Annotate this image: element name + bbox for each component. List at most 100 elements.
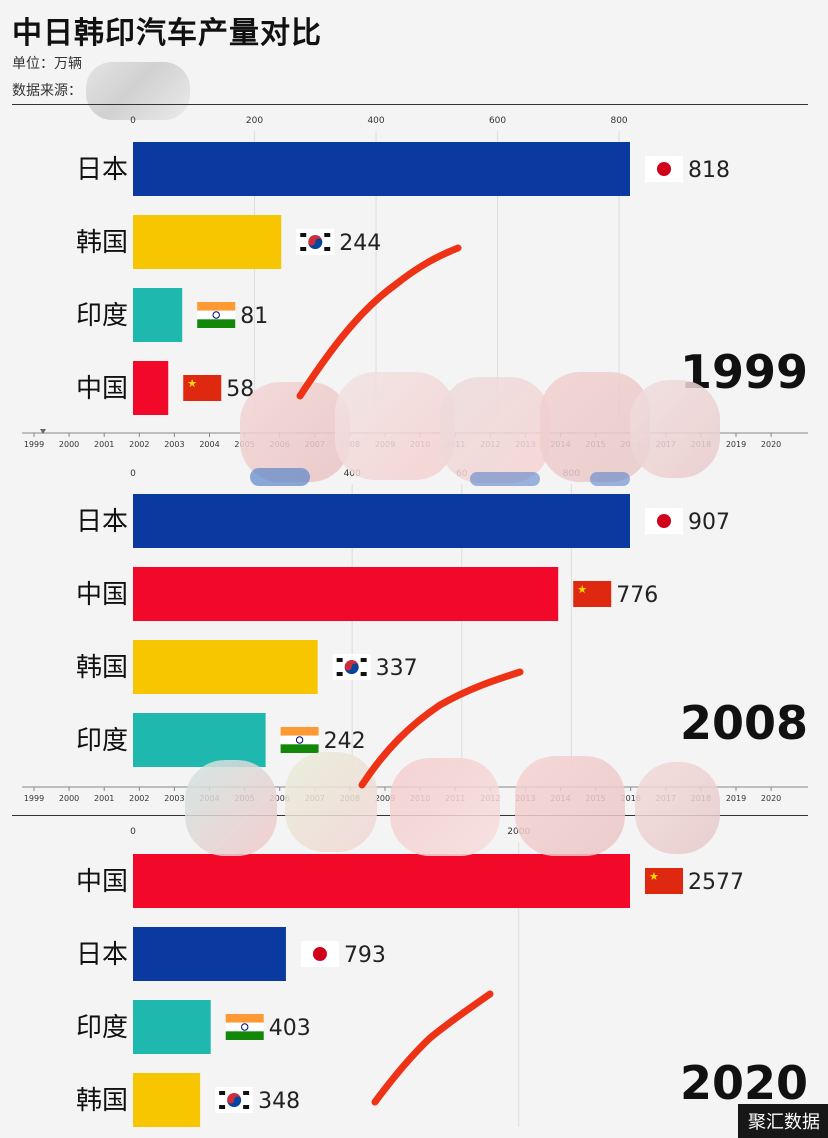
bar bbox=[133, 361, 169, 415]
korea-flag-icon bbox=[215, 1087, 254, 1113]
category-label: 日本 bbox=[76, 507, 128, 537]
category-label: 韩国 bbox=[76, 228, 128, 258]
korea-flag-icon bbox=[296, 229, 335, 255]
year-label: 2008 bbox=[679, 696, 808, 750]
timeline-year-label: 2000 bbox=[59, 794, 79, 803]
timeline-year-label: 2012 bbox=[480, 440, 500, 449]
timeline-axis: 1999 2000 2001 2002 2003 2004 2005 2006 2007 2008… bbox=[22, 786, 808, 803]
timeline-year-label: 2013 bbox=[515, 794, 535, 803]
timeline-year-label: 2017 bbox=[656, 440, 676, 449]
timeline-year-label: 2003 bbox=[164, 794, 184, 803]
timeline-year-label: 2010 bbox=[410, 794, 430, 803]
timeline-year-label: 2018 bbox=[691, 440, 711, 449]
bar bbox=[133, 713, 266, 767]
bar bbox=[133, 927, 286, 981]
value-label: 776 bbox=[616, 583, 658, 608]
category-label: 日本 bbox=[76, 940, 128, 970]
timeline-year-label: 2017 bbox=[656, 794, 676, 803]
value-label: 818 bbox=[688, 158, 730, 183]
bar bbox=[133, 640, 318, 694]
value-label: 81 bbox=[240, 304, 268, 329]
timeline-year-label: 2011 bbox=[445, 794, 465, 803]
timeline-year-label: 2009 bbox=[375, 794, 395, 803]
timeline-year-label: 2003 bbox=[164, 440, 184, 449]
x-tick-label: 800 bbox=[563, 469, 580, 479]
x-axis-ticks: 0 200 400 600 800 bbox=[130, 116, 628, 126]
bar-chart-2008: 0 400 60 800 日本 907 中国 ★ 776 韩国 337 印度 242 1999 2000 20… bbox=[22, 469, 808, 803]
x-axis-ticks: 0 400 60 800 bbox=[130, 469, 580, 479]
timeline-year-label: 2004 bbox=[199, 794, 219, 803]
svg-text:★: ★ bbox=[649, 870, 659, 883]
bars: 日本 907 中国 ★ 776 韩国 337 印度 242 bbox=[76, 494, 730, 767]
japan-flag-icon bbox=[645, 156, 683, 182]
x-tick-label: 60 bbox=[456, 469, 468, 479]
bars: 日本 818 韩国 244 印度 81 中国 ★ 58 bbox=[76, 142, 730, 415]
timeline-year-label: 2012 bbox=[480, 794, 500, 803]
value-label: 793 bbox=[344, 943, 386, 968]
category-label: 印度 bbox=[76, 301, 128, 331]
japan-flag-icon bbox=[300, 941, 339, 967]
category-label: 中国 bbox=[76, 374, 128, 404]
x-tick-label: 2000 bbox=[507, 827, 530, 837]
timeline-year-label: 2004 bbox=[199, 440, 219, 449]
china-flag-icon: ★ bbox=[645, 868, 683, 894]
value-label: 403 bbox=[269, 1016, 311, 1041]
timeline-year-label: 2014 bbox=[550, 440, 570, 449]
category-label: 日本 bbox=[76, 155, 128, 185]
korea-flag-icon bbox=[332, 654, 371, 680]
timeline-year-label: 2015 bbox=[585, 440, 605, 449]
value-label: 907 bbox=[688, 510, 730, 535]
bar bbox=[133, 1000, 211, 1054]
value-label: 337 bbox=[376, 656, 418, 681]
timeline-year-label: 2007 bbox=[305, 440, 325, 449]
bar bbox=[133, 1073, 201, 1127]
timeline-year-label: 2006 bbox=[270, 440, 290, 449]
x-tick-label: 400 bbox=[367, 116, 384, 126]
unit-label: 单位：万辆 bbox=[12, 56, 82, 72]
timeline-year-label: 2020 bbox=[761, 794, 781, 803]
x-tick-label: 0 bbox=[130, 116, 136, 126]
timeline-year-label: 2006 bbox=[270, 794, 290, 803]
timeline-axis: 1999 2000 2001 2002 2003 2004 2005 2006 2007 2008… bbox=[22, 429, 808, 449]
page-title: 中日韩印汽车产量对比 bbox=[12, 16, 322, 51]
bar bbox=[133, 288, 183, 342]
value-label: 242 bbox=[324, 729, 366, 754]
x-axis-ticks: 0 2000 bbox=[130, 827, 530, 837]
timeline-marker-icon bbox=[40, 429, 46, 434]
year-label: 1999 bbox=[679, 345, 808, 399]
bar-chart-2020: 0 2000 中国 ★ 2577 日本 793 印度 403 韩国 348 bbox=[76, 827, 744, 1127]
timeline-year-label: 2019 bbox=[726, 440, 746, 449]
svg-text:★: ★ bbox=[577, 583, 587, 596]
bar bbox=[133, 142, 630, 196]
timeline-year-label: 2014 bbox=[550, 794, 570, 803]
value-label: 58 bbox=[226, 377, 254, 402]
timeline-year-label: 2008 bbox=[340, 794, 360, 803]
category-label: 印度 bbox=[76, 726, 128, 756]
timeline-year-label: 2016 bbox=[621, 440, 641, 449]
timeline-year-label: 2005 bbox=[234, 794, 254, 803]
bar bbox=[133, 215, 282, 269]
china-flag-icon: ★ bbox=[573, 581, 612, 607]
chart-panel-2020: 0 2000 中国 ★ 2577 日本 793 印度 403 韩国 348 2020 bbox=[0, 816, 828, 1138]
india-flag-icon bbox=[280, 727, 319, 753]
bar bbox=[133, 494, 630, 548]
india-flag-icon bbox=[225, 1014, 264, 1040]
bar bbox=[133, 567, 559, 621]
value-label: 348 bbox=[258, 1089, 300, 1114]
timeline-year-label: 2015 bbox=[585, 794, 605, 803]
category-label: 中国 bbox=[76, 580, 128, 610]
category-label: 韩国 bbox=[76, 653, 128, 683]
chart-panel-2008: 0 400 60 800 日本 907 中国 ★ 776 韩国 337 印度 242 1999 2000 20… bbox=[0, 458, 828, 814]
year-label: 2020 bbox=[679, 1056, 808, 1110]
x-tick-label: 0 bbox=[130, 827, 136, 837]
timeline-year-label: 2016 bbox=[621, 794, 641, 803]
svg-text:★: ★ bbox=[187, 377, 197, 390]
x-tick-label: 600 bbox=[489, 116, 506, 126]
source-redaction bbox=[86, 62, 190, 120]
timeline-year-label: 2000 bbox=[59, 440, 79, 449]
source-label: 数据来源： bbox=[12, 83, 82, 99]
x-tick-label: 800 bbox=[610, 116, 627, 126]
timeline-year-label: 2020 bbox=[761, 440, 781, 449]
timeline-year-label: 2008 bbox=[340, 440, 360, 449]
x-tick-label: 0 bbox=[130, 469, 136, 479]
